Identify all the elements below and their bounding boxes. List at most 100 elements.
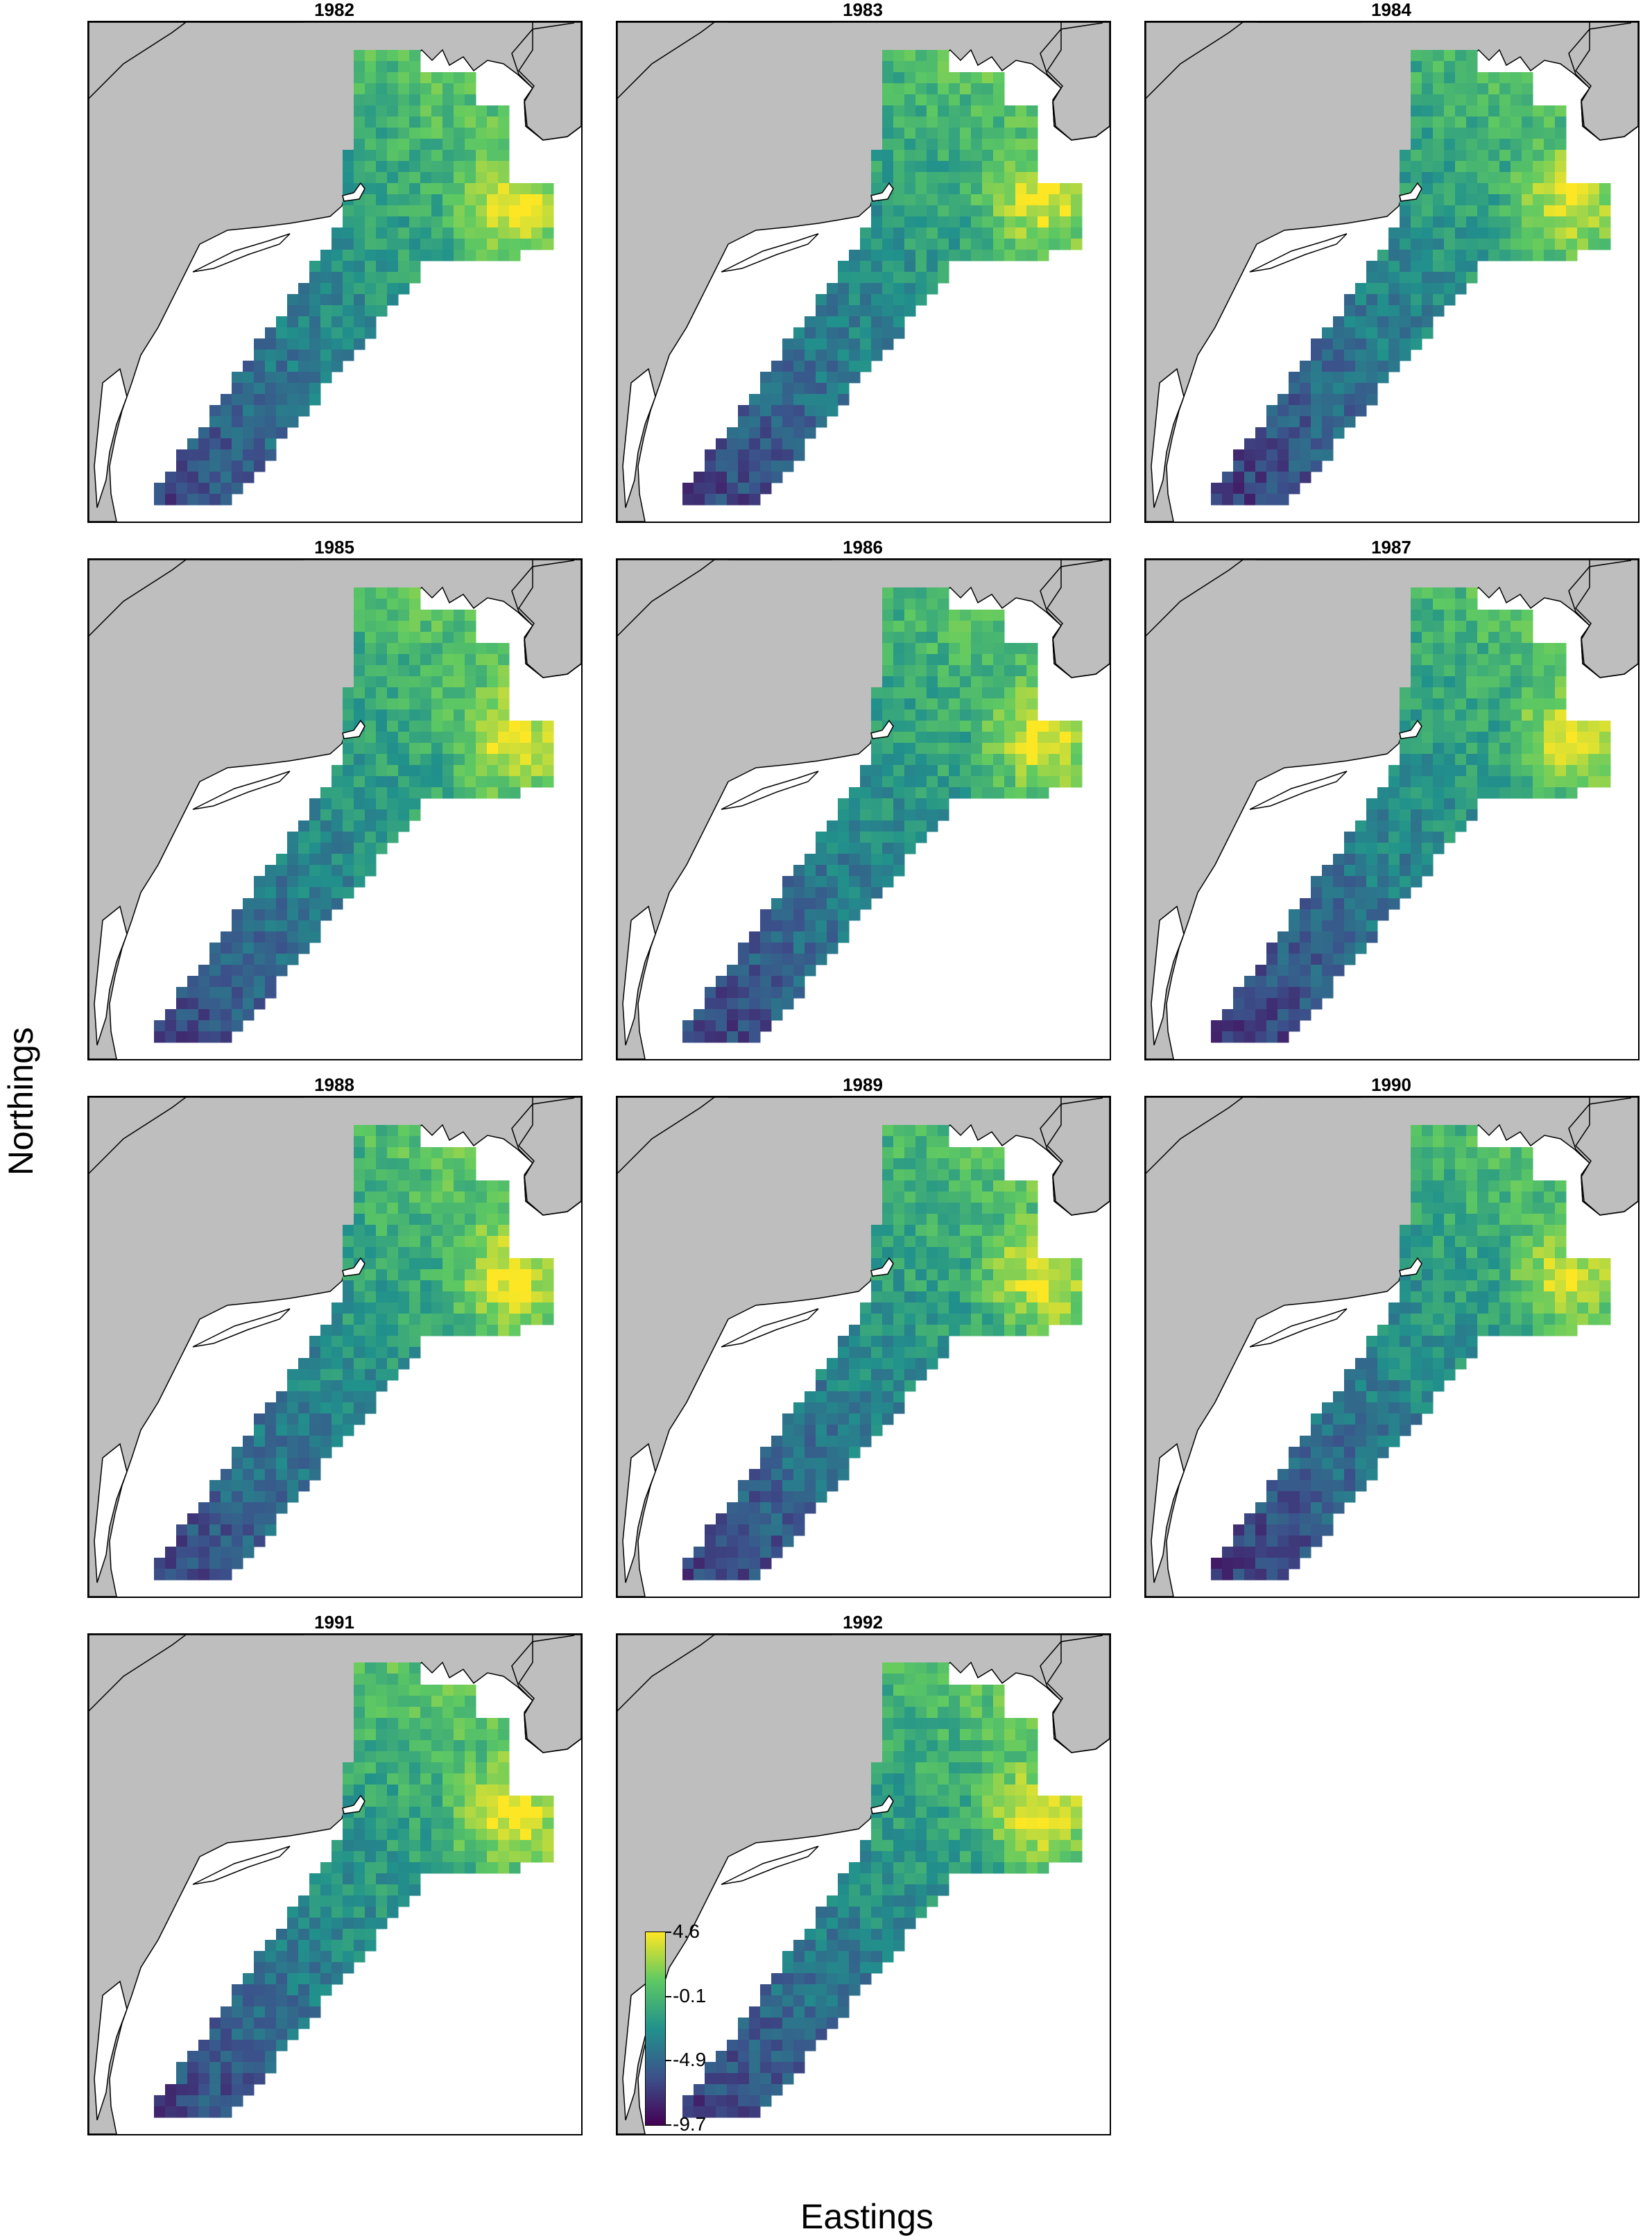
survey-cell	[1400, 1225, 1411, 1237]
survey-cell	[1015, 117, 1027, 128]
survey-cell	[749, 405, 761, 417]
survey-cell	[915, 765, 927, 777]
survey-cell	[1366, 1369, 1378, 1381]
survey-cell	[949, 117, 961, 128]
survey-cell	[882, 1413, 894, 1425]
survey-cell	[420, 743, 432, 755]
survey-cell	[1255, 449, 1267, 461]
survey-cell	[1411, 227, 1422, 239]
survey-cell	[376, 832, 388, 843]
survey-cell	[993, 83, 1005, 95]
survey-cell	[1422, 1269, 1434, 1281]
survey-cell	[738, 954, 750, 965]
survey-cell	[442, 710, 454, 721]
survey-cell	[1015, 732, 1027, 743]
survey-cell	[1377, 887, 1389, 899]
survey-cell	[1026, 183, 1038, 195]
survey-cell	[915, 1674, 927, 1685]
survey-cell	[760, 483, 772, 495]
survey-cell	[221, 427, 232, 439]
survey-cell	[320, 1940, 332, 1952]
survey-cell	[915, 676, 927, 688]
survey-cell	[1004, 1762, 1016, 1774]
survey-cell	[816, 416, 827, 428]
survey-cell	[1233, 1031, 1245, 1043]
survey-cell	[827, 383, 838, 395]
survey-cell	[904, 1662, 916, 1674]
survey-cell	[927, 1751, 938, 1763]
survey-cell	[442, 1796, 454, 1807]
survey-cell	[893, 94, 905, 106]
survey-cell	[398, 239, 410, 250]
survey-cell	[243, 2084, 255, 2096]
survey-cell	[531, 765, 543, 777]
survey-cell	[893, 621, 905, 633]
survey-cell	[343, 1796, 354, 1807]
survey-cell	[487, 1751, 499, 1763]
survey-cell	[838, 305, 850, 317]
survey-cell	[287, 316, 299, 328]
survey-cell	[398, 1751, 410, 1763]
survey-cell	[409, 1325, 421, 1336]
survey-cell	[904, 194, 916, 206]
survey-cell	[276, 1436, 288, 1447]
survey-cell	[1411, 1369, 1422, 1381]
survey-cell	[927, 1147, 938, 1159]
survey-cell	[782, 1480, 794, 1492]
survey-cell	[1544, 1314, 1556, 1325]
survey-cell	[849, 1447, 861, 1459]
survey-cell	[1255, 1524, 1267, 1536]
survey-cell	[232, 2040, 243, 2052]
survey-cell	[354, 1773, 365, 1785]
survey-cell	[1599, 1258, 1611, 1270]
survey-cell	[915, 809, 927, 821]
survey-cell	[243, 976, 255, 988]
survey-cell	[498, 1236, 510, 1248]
survey-cell	[487, 250, 499, 261]
survey-cell	[705, 1009, 716, 1021]
survey-cell	[1322, 327, 1334, 339]
survey-cell	[904, 1740, 916, 1752]
survey-cell	[1222, 1009, 1234, 1021]
survey-cell	[838, 832, 850, 843]
survey-cell	[1577, 765, 1589, 777]
survey-cell	[760, 931, 772, 943]
survey-cell	[971, 643, 983, 655]
survey-cell	[1266, 1491, 1278, 1503]
survey-cell	[365, 1940, 377, 1952]
survey-cell	[1300, 416, 1311, 428]
survey-cell	[420, 776, 432, 788]
survey-cell	[1533, 1214, 1545, 1226]
survey-cell	[309, 338, 321, 350]
survey-cell	[793, 920, 805, 932]
survey-cell	[927, 710, 938, 721]
survey-cell	[982, 1258, 994, 1270]
survey-cell	[1388, 820, 1400, 832]
survey-cell	[1038, 776, 1049, 788]
survey-cell	[387, 1674, 399, 1685]
survey-cell	[1433, 1291, 1445, 1303]
survey-cell	[498, 721, 510, 732]
survey-cell	[915, 1325, 927, 1336]
survey-cell	[782, 931, 794, 943]
survey-cell	[287, 338, 299, 350]
survey-cell	[287, 1480, 299, 1492]
survey-cell	[420, 676, 432, 688]
survey-cell	[871, 710, 883, 721]
survey-cell	[1488, 1314, 1500, 1325]
survey-cell	[365, 1258, 377, 1270]
survey-cell	[498, 239, 510, 250]
survey-cell	[1411, 754, 1422, 766]
survey-cell	[442, 239, 454, 250]
survey-cell	[827, 920, 838, 932]
survey-cell	[1400, 294, 1411, 306]
survey-cell	[849, 327, 861, 339]
survey-cell	[1555, 1247, 1567, 1259]
survey-cell	[265, 1995, 277, 2007]
survey-cell	[1466, 1247, 1478, 1259]
survey-cell	[949, 1214, 961, 1226]
survey-cell	[1026, 721, 1038, 732]
survey-cell	[454, 139, 465, 150]
survey-cell	[243, 472, 255, 483]
survey-cell	[1004, 743, 1016, 755]
